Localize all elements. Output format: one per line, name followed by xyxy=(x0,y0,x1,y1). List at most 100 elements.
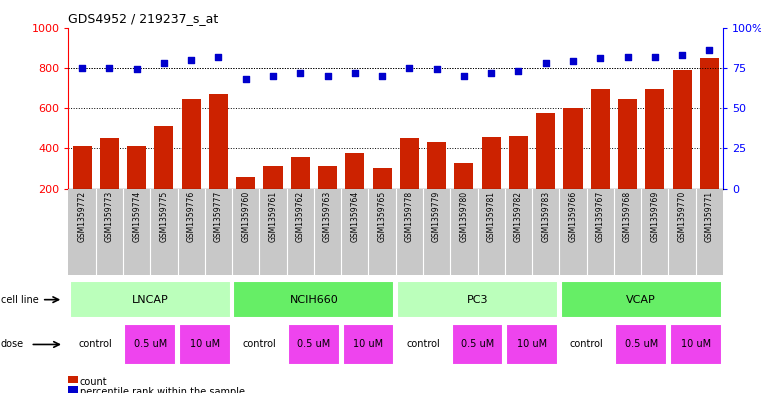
Text: dose: dose xyxy=(1,340,24,349)
Text: control: control xyxy=(79,340,113,349)
Point xyxy=(567,58,579,64)
Text: GSM1359781: GSM1359781 xyxy=(487,191,495,242)
Text: GSM1359776: GSM1359776 xyxy=(186,191,196,242)
Text: GSM1359763: GSM1359763 xyxy=(323,191,332,242)
Bar xyxy=(427,142,446,229)
Text: percentile rank within the sample: percentile rank within the sample xyxy=(80,387,245,393)
Text: control: control xyxy=(406,340,440,349)
Point xyxy=(512,68,524,74)
Bar xyxy=(70,324,122,365)
Bar xyxy=(561,281,721,318)
Bar xyxy=(645,89,664,229)
Point xyxy=(403,64,416,71)
Point xyxy=(458,73,470,79)
Text: GSM1359775: GSM1359775 xyxy=(160,191,168,242)
Bar xyxy=(451,324,504,365)
Point xyxy=(349,70,361,76)
Bar xyxy=(234,324,285,365)
Text: GSM1359778: GSM1359778 xyxy=(405,191,414,242)
Text: GSM1359773: GSM1359773 xyxy=(105,191,114,242)
Bar xyxy=(615,324,667,365)
Point xyxy=(131,66,143,73)
Bar xyxy=(209,94,228,229)
Point xyxy=(295,70,307,76)
Text: 0.5 uM: 0.5 uM xyxy=(134,340,167,349)
Point xyxy=(212,53,224,60)
Text: GSM1359777: GSM1359777 xyxy=(214,191,223,242)
Bar xyxy=(234,281,394,318)
Text: GSM1359771: GSM1359771 xyxy=(705,191,714,242)
Bar xyxy=(288,324,340,365)
Bar xyxy=(182,99,201,229)
Point xyxy=(648,53,661,60)
Bar xyxy=(482,137,501,229)
Bar xyxy=(591,89,610,229)
Bar xyxy=(397,324,449,365)
Bar xyxy=(127,146,146,229)
Bar xyxy=(263,167,282,229)
Text: GSM1359760: GSM1359760 xyxy=(241,191,250,242)
Text: GSM1359770: GSM1359770 xyxy=(677,191,686,242)
Text: 10 uM: 10 uM xyxy=(517,340,547,349)
Bar xyxy=(124,324,177,365)
Point xyxy=(622,53,634,60)
Bar xyxy=(537,113,556,229)
Point xyxy=(703,47,715,53)
Bar xyxy=(670,324,721,365)
Bar xyxy=(397,281,558,318)
Point xyxy=(376,73,388,79)
Text: 10 uM: 10 uM xyxy=(353,340,384,349)
Bar xyxy=(509,136,528,229)
Text: GSM1359764: GSM1359764 xyxy=(350,191,359,242)
Text: GSM1359766: GSM1359766 xyxy=(568,191,578,242)
Bar xyxy=(373,169,392,229)
Text: GSM1359769: GSM1359769 xyxy=(651,191,659,242)
Text: LNCAP: LNCAP xyxy=(132,295,169,305)
Point xyxy=(185,57,197,63)
Bar xyxy=(563,108,582,229)
Bar xyxy=(291,158,310,229)
Bar xyxy=(400,138,419,229)
Point xyxy=(594,55,607,61)
Text: GSM1359783: GSM1359783 xyxy=(541,191,550,242)
Text: 10 uM: 10 uM xyxy=(189,340,220,349)
Bar xyxy=(154,126,174,229)
Text: GSM1359768: GSM1359768 xyxy=(623,191,632,242)
Text: GSM1359765: GSM1359765 xyxy=(377,191,387,242)
Text: GSM1359782: GSM1359782 xyxy=(514,191,523,242)
Point xyxy=(76,64,88,71)
Text: control: control xyxy=(570,340,603,349)
Text: NCIH660: NCIH660 xyxy=(289,295,339,305)
Point xyxy=(540,60,552,66)
Text: GSM1359780: GSM1359780 xyxy=(460,191,468,242)
Bar xyxy=(100,138,119,229)
Text: GSM1359761: GSM1359761 xyxy=(269,191,278,242)
Text: GSM1359774: GSM1359774 xyxy=(132,191,141,242)
Text: 0.5 uM: 0.5 uM xyxy=(298,340,330,349)
Bar xyxy=(454,163,473,229)
Point xyxy=(158,60,170,66)
Bar xyxy=(179,324,231,365)
Text: GDS4952 / 219237_s_at: GDS4952 / 219237_s_at xyxy=(68,12,218,25)
Point xyxy=(321,73,333,79)
Bar xyxy=(345,153,365,229)
Text: GSM1359779: GSM1359779 xyxy=(432,191,441,242)
Bar xyxy=(700,58,719,229)
Bar xyxy=(70,281,231,318)
Text: 0.5 uM: 0.5 uM xyxy=(625,340,658,349)
Text: cell line: cell line xyxy=(1,295,39,305)
Text: GSM1359767: GSM1359767 xyxy=(596,191,605,242)
Point xyxy=(267,73,279,79)
Text: 10 uM: 10 uM xyxy=(680,340,711,349)
Bar xyxy=(561,324,613,365)
Bar xyxy=(342,324,394,365)
Text: PC3: PC3 xyxy=(466,295,489,305)
Bar xyxy=(673,70,692,229)
Text: control: control xyxy=(243,340,276,349)
Text: GSM1359762: GSM1359762 xyxy=(296,191,304,242)
Bar xyxy=(506,324,558,365)
Point xyxy=(240,76,252,82)
Text: VCAP: VCAP xyxy=(626,295,656,305)
Bar xyxy=(318,167,337,229)
Bar xyxy=(236,176,255,229)
